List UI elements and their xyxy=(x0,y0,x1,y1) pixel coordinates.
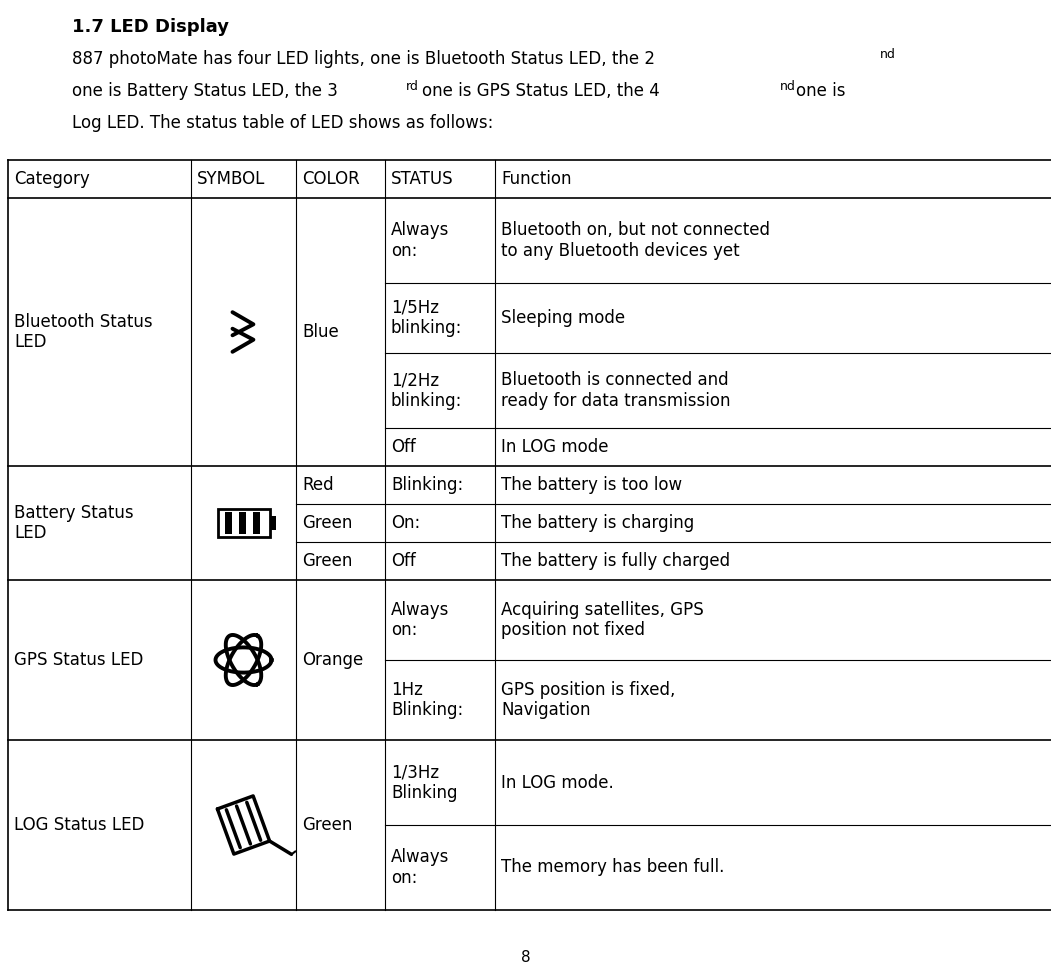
Text: Sleeping mode: Sleeping mode xyxy=(501,309,625,327)
Text: Blue: Blue xyxy=(302,323,338,341)
Text: Always
on:: Always on: xyxy=(391,600,450,639)
Bar xyxy=(225,512,231,534)
Text: rd: rd xyxy=(406,80,419,93)
Text: Orange: Orange xyxy=(302,651,364,669)
Text: GPS Status LED: GPS Status LED xyxy=(14,651,143,669)
Text: nd: nd xyxy=(780,80,796,93)
Text: The battery is too low: The battery is too low xyxy=(501,476,682,494)
Text: 887 photoMate has four LED lights, one is Bluetooth Status LED, the 2: 887 photoMate has four LED lights, one i… xyxy=(73,50,655,68)
Text: 1.7 LED Display: 1.7 LED Display xyxy=(73,18,229,36)
Text: Off: Off xyxy=(391,552,416,570)
Text: Always
on:: Always on: xyxy=(391,221,450,260)
Text: one is Battery Status LED, the 3: one is Battery Status LED, the 3 xyxy=(73,82,337,100)
Text: Function: Function xyxy=(501,170,572,188)
Bar xyxy=(218,509,269,537)
Text: 1Hz
Blinking:: 1Hz Blinking: xyxy=(391,680,463,719)
Text: Green: Green xyxy=(302,816,352,834)
Text: The memory has been full.: The memory has been full. xyxy=(501,858,724,877)
Bar xyxy=(269,516,275,530)
Text: 1/2Hz
blinking:: 1/2Hz blinking: xyxy=(391,371,462,410)
Text: 1/5Hz
blinking:: 1/5Hz blinking: xyxy=(391,299,462,338)
Text: In LOG mode.: In LOG mode. xyxy=(501,774,614,791)
Text: Always
on:: Always on: xyxy=(391,848,450,887)
Text: The battery is fully charged: The battery is fully charged xyxy=(501,552,730,570)
Text: LOG Status LED: LOG Status LED xyxy=(14,816,144,834)
Text: Battery Status
LED: Battery Status LED xyxy=(14,504,133,542)
Text: Log LED. The status table of LED shows as follows:: Log LED. The status table of LED shows a… xyxy=(73,114,493,132)
Text: SYMBOL: SYMBOL xyxy=(197,170,265,188)
Text: On:: On: xyxy=(391,514,420,532)
Text: COLOR: COLOR xyxy=(302,170,359,188)
Text: 8: 8 xyxy=(520,950,531,965)
Text: Bluetooth is connected and
ready for data transmission: Bluetooth is connected and ready for dat… xyxy=(501,371,730,410)
Text: Green: Green xyxy=(302,552,352,570)
Text: Bluetooth Status
LED: Bluetooth Status LED xyxy=(14,312,152,351)
Bar xyxy=(252,512,260,534)
Text: Blinking:: Blinking: xyxy=(391,476,463,494)
Text: 1/3Hz
Blinking: 1/3Hz Blinking xyxy=(391,763,457,802)
Text: Green: Green xyxy=(302,514,352,532)
Text: Category: Category xyxy=(14,170,89,188)
Text: Acquiring satellites, GPS
position not fixed: Acquiring satellites, GPS position not f… xyxy=(501,600,704,639)
Text: In LOG mode: In LOG mode xyxy=(501,438,609,456)
Text: Red: Red xyxy=(302,476,333,494)
Text: Bluetooth on, but not connected
to any Bluetooth devices yet: Bluetooth on, but not connected to any B… xyxy=(501,221,770,260)
Text: one is: one is xyxy=(796,82,845,100)
Text: nd: nd xyxy=(880,48,895,61)
Text: The battery is charging: The battery is charging xyxy=(501,514,695,532)
Text: Off: Off xyxy=(391,438,416,456)
Text: GPS position is fixed,
Navigation: GPS position is fixed, Navigation xyxy=(501,680,676,719)
Text: STATUS: STATUS xyxy=(391,170,454,188)
Bar xyxy=(239,512,246,534)
Text: one is GPS Status LED, the 4: one is GPS Status LED, the 4 xyxy=(423,82,660,100)
